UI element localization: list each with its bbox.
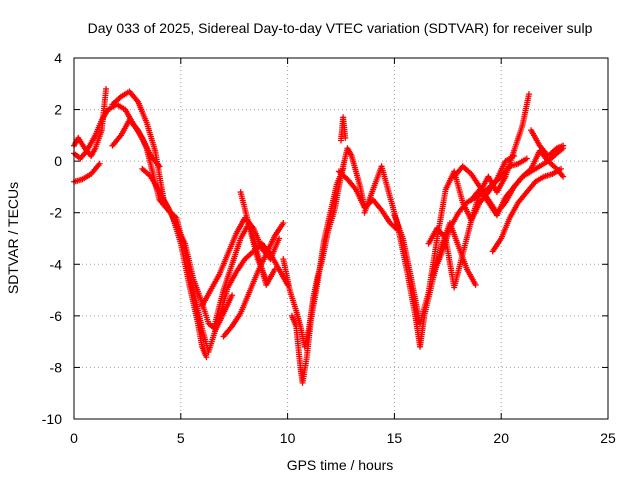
- data-point: [560, 142, 567, 149]
- x-tick-label: 10: [280, 430, 296, 446]
- y-tick-label: -2: [50, 205, 63, 221]
- data-point: [472, 281, 479, 288]
- data-point: [558, 165, 565, 172]
- data-point: [103, 85, 110, 92]
- data-point: [280, 220, 287, 227]
- series-sat-m: [338, 114, 349, 144]
- grid-lines: [74, 58, 608, 419]
- x-axis-title: GPS time / hours: [287, 457, 394, 473]
- y-tick-label: -8: [50, 359, 63, 375]
- data-point: [203, 354, 210, 361]
- data-point: [276, 235, 283, 242]
- data-point: [342, 134, 349, 141]
- data-point: [523, 155, 530, 162]
- tick-labels: 0 5 10 15 20 25 -10 -8 -6 -4 -2 0 2 4: [42, 50, 616, 446]
- x-tick-label: 5: [177, 430, 185, 446]
- data-points: [71, 85, 567, 386]
- series-sat-r: [425, 91, 532, 291]
- chart-title: Day 033 of 2025, Sidereal Day-to-day VTE…: [88, 20, 593, 36]
- y-tick-label: -6: [50, 308, 63, 324]
- plot-frame: [73, 57, 609, 420]
- x-tick-label: 20: [493, 430, 509, 446]
- data-point: [229, 292, 236, 299]
- series-sat-u: [489, 165, 565, 255]
- y-axis-title: SDTVAR / TECUs: [5, 182, 21, 294]
- y-tick-label: -10: [42, 411, 62, 427]
- y-tick-label: 0: [54, 153, 62, 169]
- series-sat-i: [220, 220, 287, 340]
- x-tick-label: 25: [600, 430, 616, 446]
- series-sat-b: [71, 85, 110, 159]
- series-sat-q: [429, 155, 530, 278]
- series-sat-c: [71, 160, 103, 185]
- y-tick-label: 2: [54, 102, 62, 118]
- series-sat-t: [468, 147, 567, 219]
- data-point: [525, 91, 532, 98]
- data-point: [96, 160, 103, 167]
- x-tick-label: 0: [70, 430, 78, 446]
- y-tick-label: 4: [54, 50, 62, 66]
- axis-ticks: [73, 57, 609, 420]
- series-sat-l: [288, 165, 347, 386]
- x-tick-label: 15: [387, 430, 403, 446]
- series-sat-j: [237, 189, 270, 283]
- series-sat-v: [528, 127, 567, 159]
- data-point: [340, 165, 347, 172]
- data-point: [560, 173, 567, 180]
- data-point: [263, 276, 270, 283]
- data-point: [271, 266, 278, 273]
- series-sat-o: [361, 163, 402, 232]
- y-tick-label: -4: [50, 256, 63, 272]
